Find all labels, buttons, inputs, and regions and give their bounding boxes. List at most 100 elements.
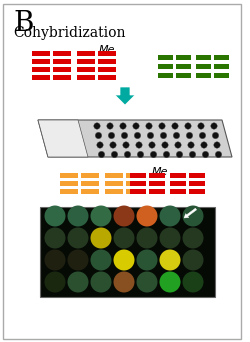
Bar — [196, 73, 211, 78]
Circle shape — [97, 142, 103, 148]
Circle shape — [160, 132, 167, 139]
Bar — [130, 181, 146, 186]
Circle shape — [186, 132, 193, 139]
Bar — [176, 73, 191, 78]
Circle shape — [90, 272, 112, 292]
Bar — [81, 181, 99, 186]
Bar — [60, 189, 78, 194]
Circle shape — [211, 123, 217, 129]
Bar — [105, 181, 123, 186]
Circle shape — [146, 123, 152, 129]
Circle shape — [107, 123, 113, 129]
Circle shape — [108, 132, 115, 139]
Bar — [81, 189, 99, 194]
Bar — [32, 75, 50, 80]
Bar — [81, 173, 99, 178]
Circle shape — [188, 142, 194, 148]
Circle shape — [114, 206, 134, 226]
Bar — [40, 207, 215, 297]
Circle shape — [114, 227, 134, 249]
Circle shape — [114, 272, 134, 292]
Bar — [158, 55, 173, 60]
Polygon shape — [38, 120, 88, 157]
Circle shape — [201, 142, 207, 148]
Circle shape — [114, 250, 134, 271]
Circle shape — [212, 132, 219, 139]
Bar — [149, 173, 165, 178]
Bar — [176, 64, 191, 69]
Circle shape — [68, 272, 88, 292]
Bar — [126, 173, 144, 178]
Circle shape — [214, 142, 220, 148]
Circle shape — [159, 123, 165, 129]
Circle shape — [175, 142, 181, 148]
Circle shape — [160, 206, 180, 226]
Bar — [130, 173, 146, 178]
Bar — [105, 189, 123, 194]
Bar — [32, 51, 50, 56]
Circle shape — [147, 132, 154, 139]
Circle shape — [182, 272, 204, 292]
Circle shape — [182, 206, 204, 226]
Circle shape — [121, 132, 128, 139]
Circle shape — [182, 250, 204, 271]
Circle shape — [44, 250, 66, 271]
Circle shape — [90, 227, 112, 249]
Text: Cohybridization: Cohybridization — [13, 26, 126, 40]
Bar — [60, 173, 78, 178]
Circle shape — [134, 132, 141, 139]
Circle shape — [182, 227, 204, 249]
Circle shape — [44, 272, 66, 292]
Circle shape — [160, 272, 180, 292]
Circle shape — [124, 151, 131, 158]
Bar — [130, 189, 146, 194]
Circle shape — [68, 250, 88, 271]
Bar — [53, 67, 71, 72]
Bar — [214, 73, 229, 78]
Circle shape — [110, 142, 116, 148]
Bar — [158, 64, 173, 69]
Bar — [98, 51, 116, 56]
Circle shape — [189, 151, 196, 158]
Bar — [170, 189, 186, 194]
Text: Me: Me — [99, 45, 115, 55]
Circle shape — [136, 142, 142, 148]
Bar — [32, 67, 50, 72]
Polygon shape — [38, 120, 232, 157]
Circle shape — [98, 151, 105, 158]
Bar — [170, 173, 186, 178]
Circle shape — [149, 142, 155, 148]
Circle shape — [136, 250, 158, 271]
Bar — [60, 181, 78, 186]
Text: B: B — [13, 10, 34, 37]
Circle shape — [202, 151, 209, 158]
Circle shape — [176, 151, 183, 158]
FancyBboxPatch shape — [3, 4, 241, 339]
Bar — [214, 55, 229, 60]
FancyArrow shape — [184, 208, 196, 218]
Circle shape — [44, 206, 66, 226]
Bar — [196, 55, 211, 60]
Circle shape — [198, 123, 204, 129]
Bar — [77, 67, 95, 72]
Circle shape — [44, 227, 66, 249]
Circle shape — [137, 151, 144, 158]
Circle shape — [68, 206, 88, 226]
Bar — [105, 173, 123, 178]
Bar — [149, 189, 165, 194]
Circle shape — [173, 132, 180, 139]
Bar — [149, 181, 165, 186]
Circle shape — [150, 151, 157, 158]
Text: Me: Me — [152, 167, 168, 177]
Bar — [77, 51, 95, 56]
Circle shape — [90, 206, 112, 226]
Circle shape — [163, 151, 170, 158]
Circle shape — [68, 227, 88, 249]
Bar — [98, 67, 116, 72]
Circle shape — [111, 151, 118, 158]
FancyArrow shape — [115, 87, 135, 105]
Bar — [53, 51, 71, 56]
Circle shape — [136, 272, 158, 292]
Bar — [158, 73, 173, 78]
Bar — [196, 64, 211, 69]
